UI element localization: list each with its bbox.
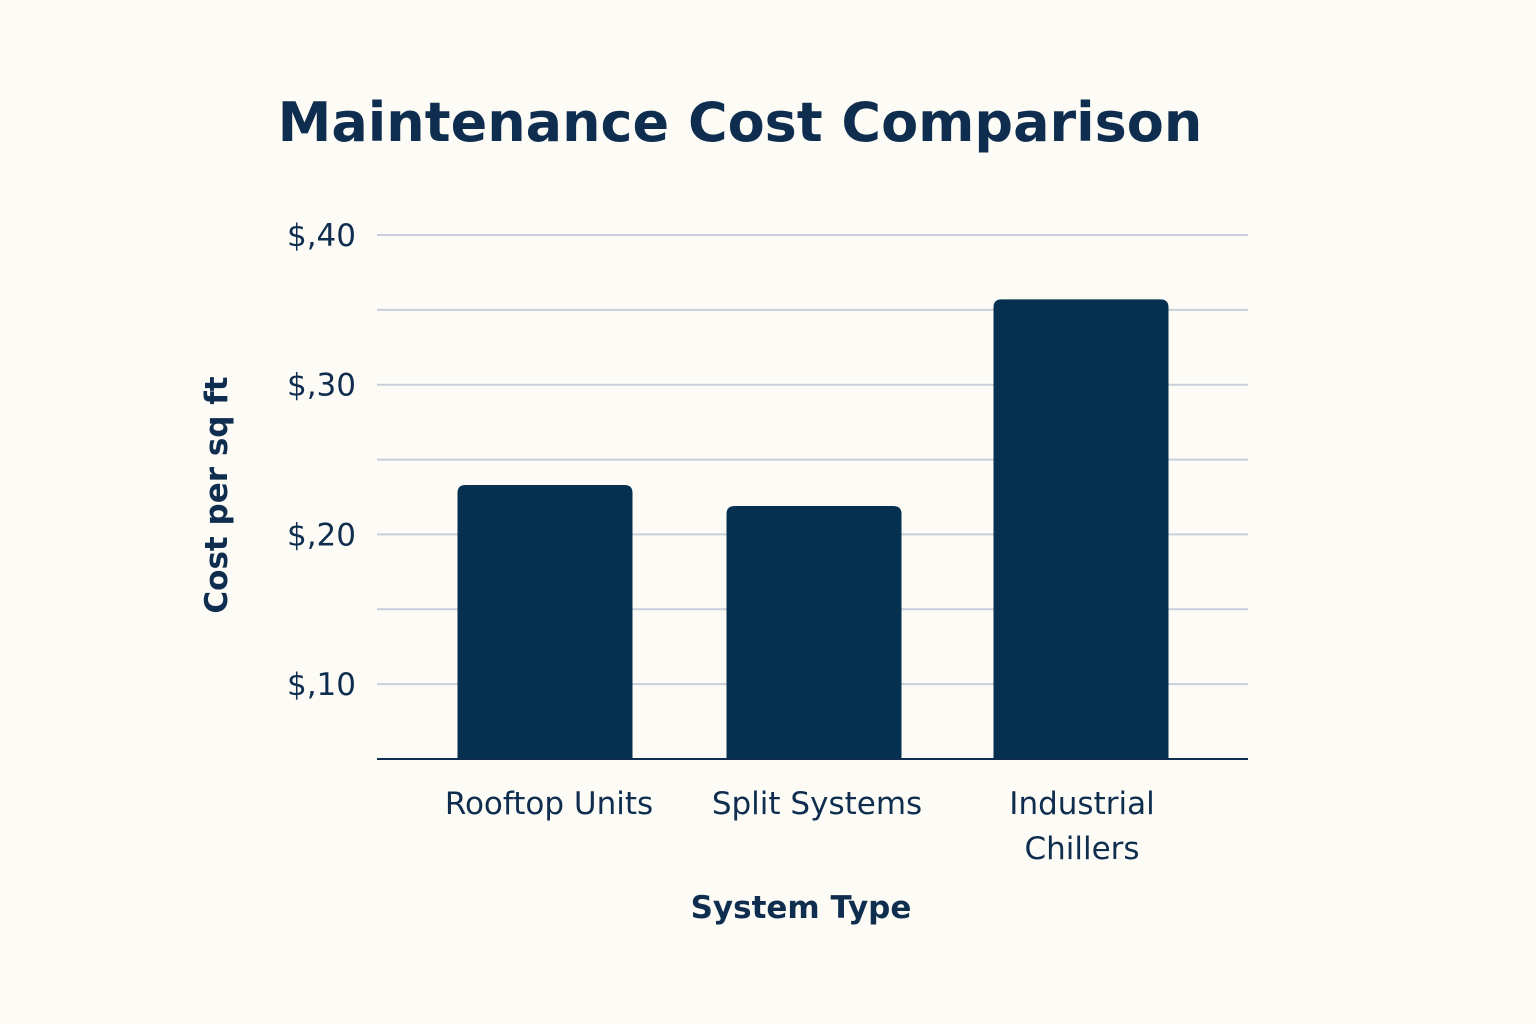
y-tick-label: $,30 — [287, 368, 356, 404]
y-tick-label: $,20 — [287, 517, 356, 553]
bar — [993, 299, 1169, 759]
x-category-labels: Rooftop Units Split Systems Industrial Chil… — [445, 786, 1155, 867]
x-axis-title: System Type — [691, 890, 912, 926]
x-tick-label: Rooftop Units — [445, 786, 653, 822]
y-tick-labels: $,40 $,30 $,20 $,10 — [287, 218, 356, 703]
y-axis-title: Cost per sq ft — [199, 376, 235, 613]
chart-title: Maintenance Cost Comparison — [278, 91, 1203, 154]
bar — [726, 505, 902, 759]
y-tick-label: $,10 — [287, 667, 356, 703]
x-tick-label: Split Systems — [712, 786, 922, 822]
y-tick-label: $,40 — [287, 218, 356, 254]
x-tick-label: Chillers — [1024, 831, 1139, 867]
bar — [457, 485, 633, 759]
x-tick-label: Industrial — [1009, 786, 1154, 822]
bars — [457, 299, 1169, 759]
